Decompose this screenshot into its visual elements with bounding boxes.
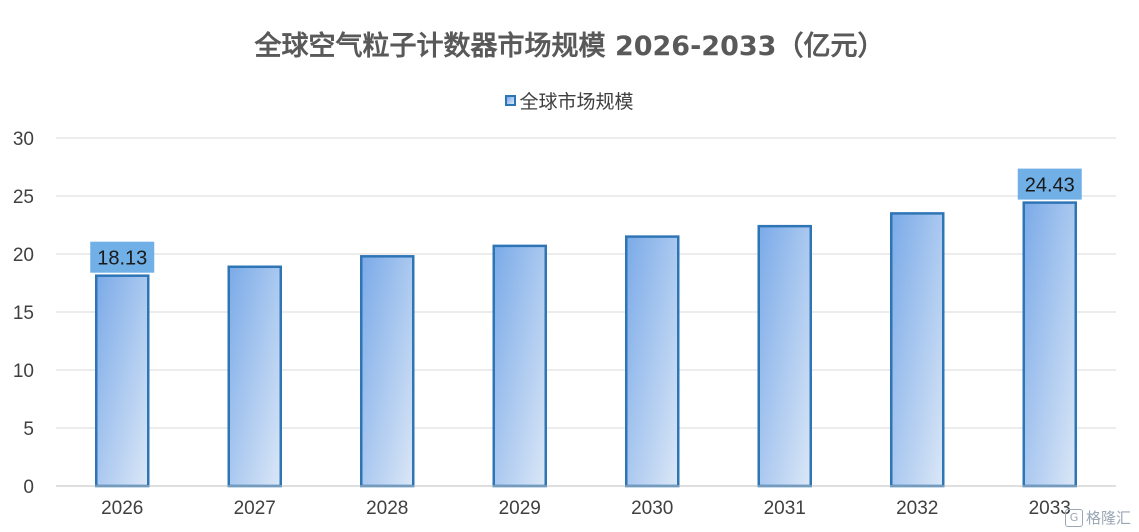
legend-label: 全球市场规模 (519, 91, 634, 113)
x-tick-label: 2028 (366, 498, 408, 519)
y-tick-label: 20 (13, 245, 34, 266)
x-tick-label: 2029 (499, 498, 541, 519)
x-tick-label: 2031 (764, 498, 806, 519)
data-label-text: 18.13 (97, 248, 147, 270)
y-tick-label: 30 (13, 129, 34, 150)
x-tick-label: 2027 (234, 498, 276, 519)
bar-2029[interactable] (492, 244, 547, 488)
x-tick-label: 2026 (101, 498, 143, 519)
y-tick-label: 15 (13, 303, 34, 324)
watermark: G 格隆汇 (1064, 507, 1131, 528)
data-label-text: 24.43 (1025, 175, 1075, 197)
x-tick-label: 2033 (1029, 498, 1071, 519)
bar-2027[interactable] (227, 265, 282, 488)
bar-2033[interactable] (1022, 201, 1077, 488)
watermark-text: 格隆汇 (1085, 509, 1131, 527)
x-tick-label: 2032 (896, 498, 938, 519)
bar-2031[interactable] (757, 224, 812, 488)
y-tick-label: 0 (23, 477, 34, 498)
y-tick-label: 10 (13, 361, 34, 382)
watermark-logo-icon: G (1064, 508, 1083, 527)
data-label-background (90, 241, 155, 273)
x-tick-label: 2030 (631, 498, 673, 519)
bar-2030[interactable] (625, 235, 680, 488)
bar-2032[interactable] (890, 212, 945, 488)
data-label-2026: 18.13 (90, 241, 155, 273)
data-label-background (1017, 168, 1082, 200)
chart-title: 全球空气粒子计数器市场规模 2026-2033（亿元） (254, 31, 885, 62)
y-tick-label: 25 (13, 187, 34, 208)
data-label-2033: 24.43 (1017, 168, 1082, 200)
chart-legend[interactable]: 全球市场规模 (0, 87, 1139, 114)
bar-2026[interactable] (95, 274, 150, 488)
y-tick-label: 5 (23, 419, 34, 440)
bar-2028[interactable] (360, 255, 415, 488)
legend-swatch (505, 95, 517, 106)
